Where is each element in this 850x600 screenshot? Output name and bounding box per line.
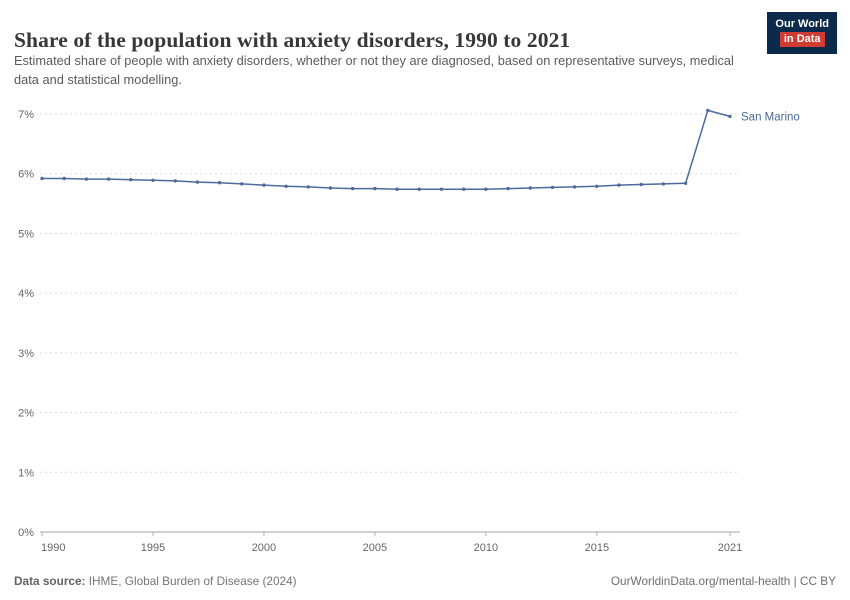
data-source: Data source: IHME, Global Burden of Dise…: [14, 574, 297, 588]
x-axis-label: 2010: [474, 542, 498, 554]
data-source-text: IHME, Global Burden of Disease (2024): [85, 574, 297, 588]
y-axis-label: 2%: [18, 408, 34, 420]
y-axis-label: 3%: [18, 348, 34, 360]
data-point[interactable]: [661, 182, 666, 186]
data-point[interactable]: [173, 179, 177, 183]
data-point[interactable]: [62, 176, 66, 181]
page-title: Share of the population with anxiety dis…: [14, 28, 571, 53]
owid-link[interactable]: OurWorldinData.org/mental-health | CC BY: [610, 574, 836, 588]
data-point[interactable]: [484, 187, 488, 191]
x-axis-label: 1990: [41, 542, 65, 554]
data-point[interactable]: [683, 181, 688, 185]
data-point[interactable]: [706, 108, 710, 113]
owid-logo[interactable]: Our World in Data: [767, 12, 837, 55]
data-point[interactable]: [351, 186, 355, 191]
data-point[interactable]: [572, 185, 577, 189]
y-axis-label: 1%: [18, 467, 34, 479]
data-point[interactable]: [417, 187, 421, 191]
chart-footer: Data source: IHME, Global Burden of Dise…: [14, 574, 836, 588]
y-axis-label: 6%: [18, 169, 34, 181]
data-point[interactable]: [528, 186, 532, 190]
data-point[interactable]: [151, 178, 155, 182]
data-point[interactable]: [262, 183, 266, 187]
data-point[interactable]: [728, 114, 732, 119]
data-point[interactable]: [506, 186, 510, 191]
data-point[interactable]: [217, 181, 222, 185]
data-point[interactable]: [395, 187, 399, 191]
data-point[interactable]: [306, 185, 310, 189]
data-point[interactable]: [373, 186, 377, 191]
x-axis-label: 2021: [718, 542, 742, 554]
data-point[interactable]: [462, 187, 466, 191]
data-point[interactable]: [284, 184, 288, 188]
x-axis-label: 1995: [141, 542, 165, 554]
y-axis-label: 4%: [18, 288, 34, 300]
y-axis-label: 0%: [18, 527, 34, 539]
data-point[interactable]: [240, 182, 244, 186]
data-point[interactable]: [40, 176, 44, 181]
data-point[interactable]: [439, 187, 444, 191]
data-point[interactable]: [106, 177, 111, 181]
y-axis-label: 7%: [18, 109, 34, 121]
data-source-label: Data source:: [14, 574, 86, 588]
data-point[interactable]: [639, 182, 643, 187]
x-axis-label: 2015: [585, 542, 609, 554]
entity-label[interactable]: San Marino: [741, 111, 800, 123]
data-point[interactable]: [617, 183, 621, 187]
series-line[interactable]: [41, 109, 731, 190]
data-point[interactable]: [328, 186, 333, 190]
data-point[interactable]: [595, 184, 599, 188]
data-point[interactable]: [84, 177, 89, 181]
y-axis-label: 5%: [18, 228, 34, 240]
x-axis-label: 2000: [252, 542, 276, 554]
data-point[interactable]: [550, 185, 555, 190]
chart-subtitle: Estimated share of people with anxiety d…: [14, 53, 734, 87]
owid-logo-line2: in Data: [779, 32, 825, 48]
data-point[interactable]: [129, 178, 133, 182]
data-point[interactable]: [195, 180, 200, 184]
owid-logo-line1: Our World: [775, 18, 829, 30]
x-axis-label: 2005: [363, 542, 387, 554]
